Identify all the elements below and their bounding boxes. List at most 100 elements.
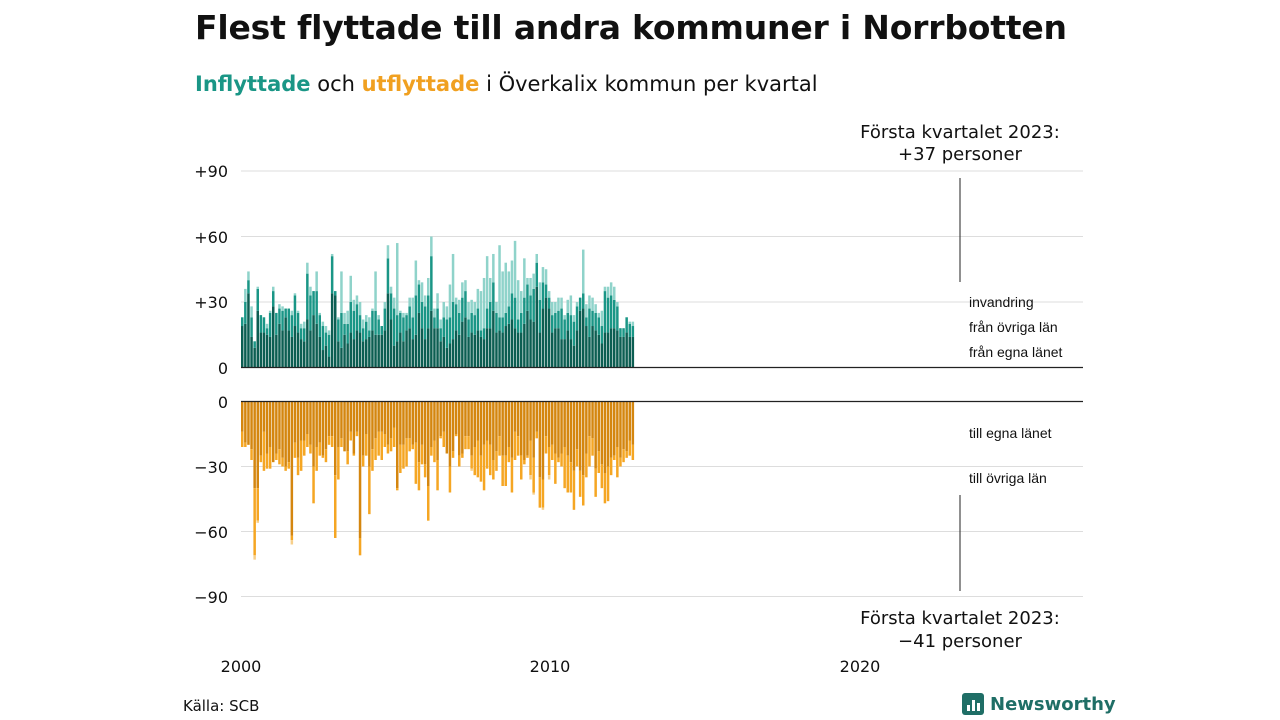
bar-in-egna-78 [482, 339, 486, 368]
bar-in-invandring-1 [244, 288, 247, 302]
bar-in-ovriga-19 [299, 328, 303, 340]
bar-in-invandring-56 [414, 260, 418, 296]
bar-out-egna-58 [420, 401, 424, 445]
bar-out-ovriga-118 [606, 466, 610, 502]
bar-in-ovriga-29 [330, 256, 334, 294]
bar-in-ovriga-76 [476, 308, 480, 331]
chart-subtitle: Inflyttade och utflyttade i Överkalix ko… [195, 72, 818, 96]
bar-in-egna-96 [538, 332, 542, 368]
bar-in-invandring-60 [427, 277, 430, 296]
bar-in-invandring-85 [504, 262, 507, 313]
bar-in-ovriga-115 [597, 317, 600, 335]
bar-out-egna-97 [541, 401, 545, 480]
bar-in-egna-87 [510, 319, 514, 368]
bar-in-egna-40 [365, 339, 368, 368]
bar-in-invandring-21 [306, 262, 309, 274]
bar-out-ovriga-35 [349, 431, 352, 441]
bar-in-invandring-75 [473, 302, 476, 316]
bar-out-egna-98 [544, 401, 548, 437]
bar-in-egna-13 [281, 330, 284, 368]
bar-out-egna-66 [445, 401, 449, 454]
bar-in-ovriga-83 [498, 317, 501, 331]
bar-in-invandring-114 [594, 304, 597, 313]
bar-in-invandring-97 [541, 267, 545, 283]
bar-in-ovriga-37 [355, 304, 359, 331]
bar-out-egna-11 [275, 401, 278, 454]
bar-in-invandring-58 [420, 282, 424, 302]
bar-out-egna-114 [594, 401, 597, 469]
bar-in-invandring-116 [600, 310, 604, 327]
bar-in-egna-125 [628, 336, 631, 368]
bar-out-egna-49 [392, 401, 396, 428]
bar-in-ovriga-103 [560, 308, 563, 340]
bar-in-invandring-3 [250, 306, 253, 318]
bar-out-egna-31 [337, 401, 340, 447]
bar-out-egna-3 [250, 401, 253, 450]
bar-in-invandring-113 [591, 297, 594, 311]
bar-in-egna-14 [284, 317, 287, 368]
bar-in-invandring-90 [520, 291, 523, 313]
bar-in-invandring-102 [557, 297, 560, 311]
bar-in-ovriga-94 [532, 288, 535, 322]
bar-in-ovriga-79 [485, 308, 489, 329]
bar-out-ovriga-111 [585, 453, 588, 478]
bar-in-invandring-25 [318, 312, 321, 316]
bar-in-egna-80 [489, 328, 492, 368]
bar-in-invandring-47 [386, 245, 390, 259]
bar-in-ovriga-34 [346, 323, 349, 344]
bar-out-ovriga-12 [278, 449, 281, 465]
bar-in-invandring-87 [510, 260, 514, 294]
bar-in-invandring-12 [278, 304, 281, 309]
bar-in-ovriga-114 [594, 312, 597, 331]
bar-out-ovriga-123 [622, 449, 625, 463]
bar-out-ovriga-24 [315, 447, 318, 471]
bar-in-egna-101 [554, 328, 557, 368]
bar-out-egna-64 [439, 401, 442, 437]
bar-out-ovriga-83 [498, 436, 501, 456]
bar-in-egna-68 [451, 339, 455, 368]
bar-in-egna-119 [609, 328, 613, 368]
bar-out-ovriga-40 [365, 434, 368, 456]
bar-out-ovriga-104 [563, 447, 566, 489]
bar-in-invandring-18 [296, 310, 300, 313]
bar-out-egna-44 [377, 401, 380, 432]
bar-in-ovriga-28 [327, 334, 331, 357]
bar-in-ovriga-7 [262, 317, 266, 333]
bar-out-extra-99 [547, 475, 551, 480]
bar-out-egna-88 [513, 401, 517, 432]
bar-in-egna-38 [358, 332, 362, 368]
bar-in-egna-59 [423, 339, 427, 368]
bar-in-egna-121 [616, 330, 619, 368]
bar-out-egna-6 [259, 401, 263, 456]
bar-in-ovriga-85 [504, 312, 507, 327]
bar-out-ovriga-48 [389, 438, 393, 452]
bar-in-invandring-37 [355, 295, 359, 305]
bar-out-ovriga-119 [609, 457, 613, 476]
bar-in-invandring-96 [538, 282, 542, 300]
bar-out-ovriga-64 [439, 436, 442, 439]
chart-title: Flest flyttade till andra kommuner i Nor… [195, 8, 1067, 47]
bar-out-ovriga-63 [436, 460, 439, 491]
bar-in-ovriga-13 [281, 310, 284, 331]
bar-out-egna-52 [402, 401, 405, 445]
bar-out-ovriga-125 [628, 440, 631, 456]
bar-in-invandring-40 [365, 315, 368, 322]
bar-out-egna-94 [532, 401, 535, 458]
bar-in-ovriga-68 [451, 302, 455, 340]
bar-in-egna-71 [461, 321, 464, 368]
bar-in-egna-19 [299, 339, 303, 368]
bar-out-ovriga-86 [507, 447, 511, 463]
bar-in-invandring-5 [256, 286, 259, 289]
bar-out-ovriga-82 [495, 451, 498, 471]
bar-out-egna-67 [448, 401, 452, 467]
bar-out-egna-116 [600, 401, 604, 465]
bar-in-egna-81 [492, 310, 495, 368]
bar-in-ovriga-81 [492, 282, 495, 311]
bar-in-egna-56 [414, 334, 418, 368]
bar-out-ovriga-38 [358, 538, 362, 556]
bar-in-egna-86 [507, 323, 511, 368]
bar-in-egna-48 [389, 319, 393, 368]
bar-out-ovriga-52 [402, 444, 405, 469]
bar-in-ovriga-117 [603, 291, 607, 333]
bar-out-egna-4 [253, 401, 256, 489]
